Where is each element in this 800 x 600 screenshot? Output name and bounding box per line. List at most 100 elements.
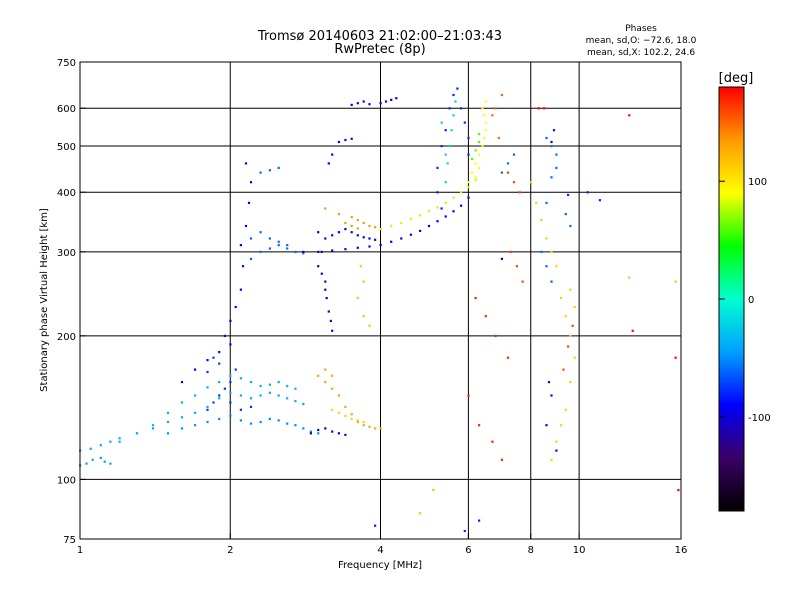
data-point [467,136,470,140]
data-point [268,169,271,172]
chart-subtitle: RwPretec (8p) [334,42,425,57]
data-point [550,250,553,253]
data-point [512,153,516,156]
data-point [206,370,209,374]
data-point [427,210,431,213]
data-point [368,245,371,248]
data-point [474,162,477,165]
data-point [89,447,92,450]
data-point [674,356,677,359]
data-point [350,224,353,228]
data-point [474,149,477,152]
data-point [249,237,253,240]
data-point [286,244,289,247]
data-point [317,250,320,253]
data-point [350,215,353,219]
data-point [268,237,271,240]
data-point [356,218,359,222]
data-point [249,397,253,400]
data-point [419,229,422,232]
data-point [454,100,457,103]
data-point [324,427,327,430]
data-point [241,265,245,268]
colorbar-tick-label: 0 [748,295,754,306]
data-point [427,224,431,228]
data-point [547,381,551,384]
data-point [317,428,320,432]
data-point [239,244,242,247]
data-point [317,432,320,435]
data-point [478,519,481,522]
data-point [344,405,347,408]
data-point [509,250,513,253]
data-point [542,107,546,110]
data-point [344,138,347,142]
data-point [567,193,570,196]
data-point [484,100,487,103]
data-point [463,121,466,124]
data-point [356,420,359,424]
data-point [368,237,371,240]
data-point [194,411,197,414]
data-point [474,176,477,179]
data-point [564,315,567,318]
data-point [374,524,377,527]
data-point [356,102,359,105]
data-point [194,368,197,371]
data-point [229,381,232,384]
data-point [515,265,518,268]
data-point [518,191,521,194]
data-point [118,440,121,443]
data-point [628,114,631,117]
data-point [379,244,382,247]
data-point [218,351,221,354]
data-point [444,129,447,132]
data-point [481,107,484,110]
data-point [286,385,289,388]
data-point [368,224,371,228]
data-point [569,381,572,384]
data-point [467,181,470,184]
data-point [550,176,553,179]
data-point [302,250,305,253]
data-point [331,234,334,237]
data-point [555,449,558,452]
data-point [450,129,453,132]
data-point [234,368,237,371]
data-point [552,129,556,132]
data-point [436,220,439,223]
data-point [598,199,601,202]
data-point [456,87,459,90]
data-point [452,114,455,117]
x-tick-label: 8 [528,545,534,556]
y-tick-label: 500 [57,142,76,153]
data-point [463,529,466,533]
data-point [362,236,365,239]
data-point [350,417,353,420]
data-point [166,420,170,424]
data-point [259,394,262,397]
data-point [359,265,362,268]
y-axis-label: Stationary phase Virtual Height [km] [39,208,50,392]
data-point [436,206,439,209]
x-axis-ticks: 1 2 4 6 8 10 16 [77,533,687,556]
data-point [484,129,487,132]
data-point [277,166,280,169]
data-point [545,424,548,427]
data-point [432,489,435,492]
data-point [535,201,538,204]
data-point [212,401,215,404]
data-point [478,140,481,144]
stats-x-line: mean, sd,X: 102.2, 24.6 [587,48,695,58]
y-tick-label: 750 [57,58,76,69]
data-point [309,430,312,433]
data-point [180,381,184,384]
chart-title: Tromsø 20140603 21:02:00–21:03:43 [257,29,502,44]
data-point [440,145,443,148]
data-point [379,228,382,231]
data-point [286,422,289,425]
data-point [555,153,558,156]
data-point [362,221,365,225]
data-point [206,386,209,389]
data-point [368,103,371,106]
